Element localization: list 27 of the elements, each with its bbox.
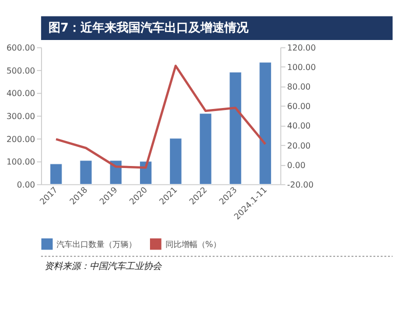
bar bbox=[169, 138, 182, 184]
bar bbox=[259, 62, 272, 184]
line-series bbox=[54, 64, 266, 169]
y-tick-label: 300.00 bbox=[6, 110, 36, 121]
bar bbox=[80, 160, 92, 184]
bar bbox=[50, 164, 62, 184]
y2-tick-label: 40.00 bbox=[287, 120, 311, 131]
bar bbox=[140, 161, 152, 184]
y2-tick-label: 100.00 bbox=[287, 62, 316, 72]
y2-tick-label: 20.00 bbox=[287, 140, 311, 150]
y-tick-label: 100.00 bbox=[6, 156, 36, 167]
bar bbox=[199, 113, 212, 184]
y2-tick-label: 80.00 bbox=[287, 82, 311, 92]
y-tick-label: 500.00 bbox=[6, 65, 36, 76]
y2-tick-label: -20.00 bbox=[287, 179, 314, 190]
y-tick-label: 0.00 bbox=[16, 179, 36, 190]
y2-tick-label: 120.00 bbox=[287, 42, 316, 52]
legend-label: 汽车出口数量（万辆） bbox=[56, 238, 137, 249]
bar bbox=[229, 72, 242, 184]
y2-tick-label: 0.00 bbox=[287, 160, 306, 170]
text: 资料来源：中国汽车工业协会 bbox=[44, 261, 163, 272]
chart-title: 图7：近年来我国汽车出口及增速情况 bbox=[48, 20, 250, 35]
y2-tick-label: 60.00 bbox=[287, 101, 311, 112]
legend-label: 同比增幅（%） bbox=[165, 238, 222, 249]
y-tick-label: 200.00 bbox=[6, 134, 36, 144]
y-tick-label: 400.00 bbox=[6, 88, 36, 98]
y-tick-label: 600.00 bbox=[6, 42, 36, 52]
